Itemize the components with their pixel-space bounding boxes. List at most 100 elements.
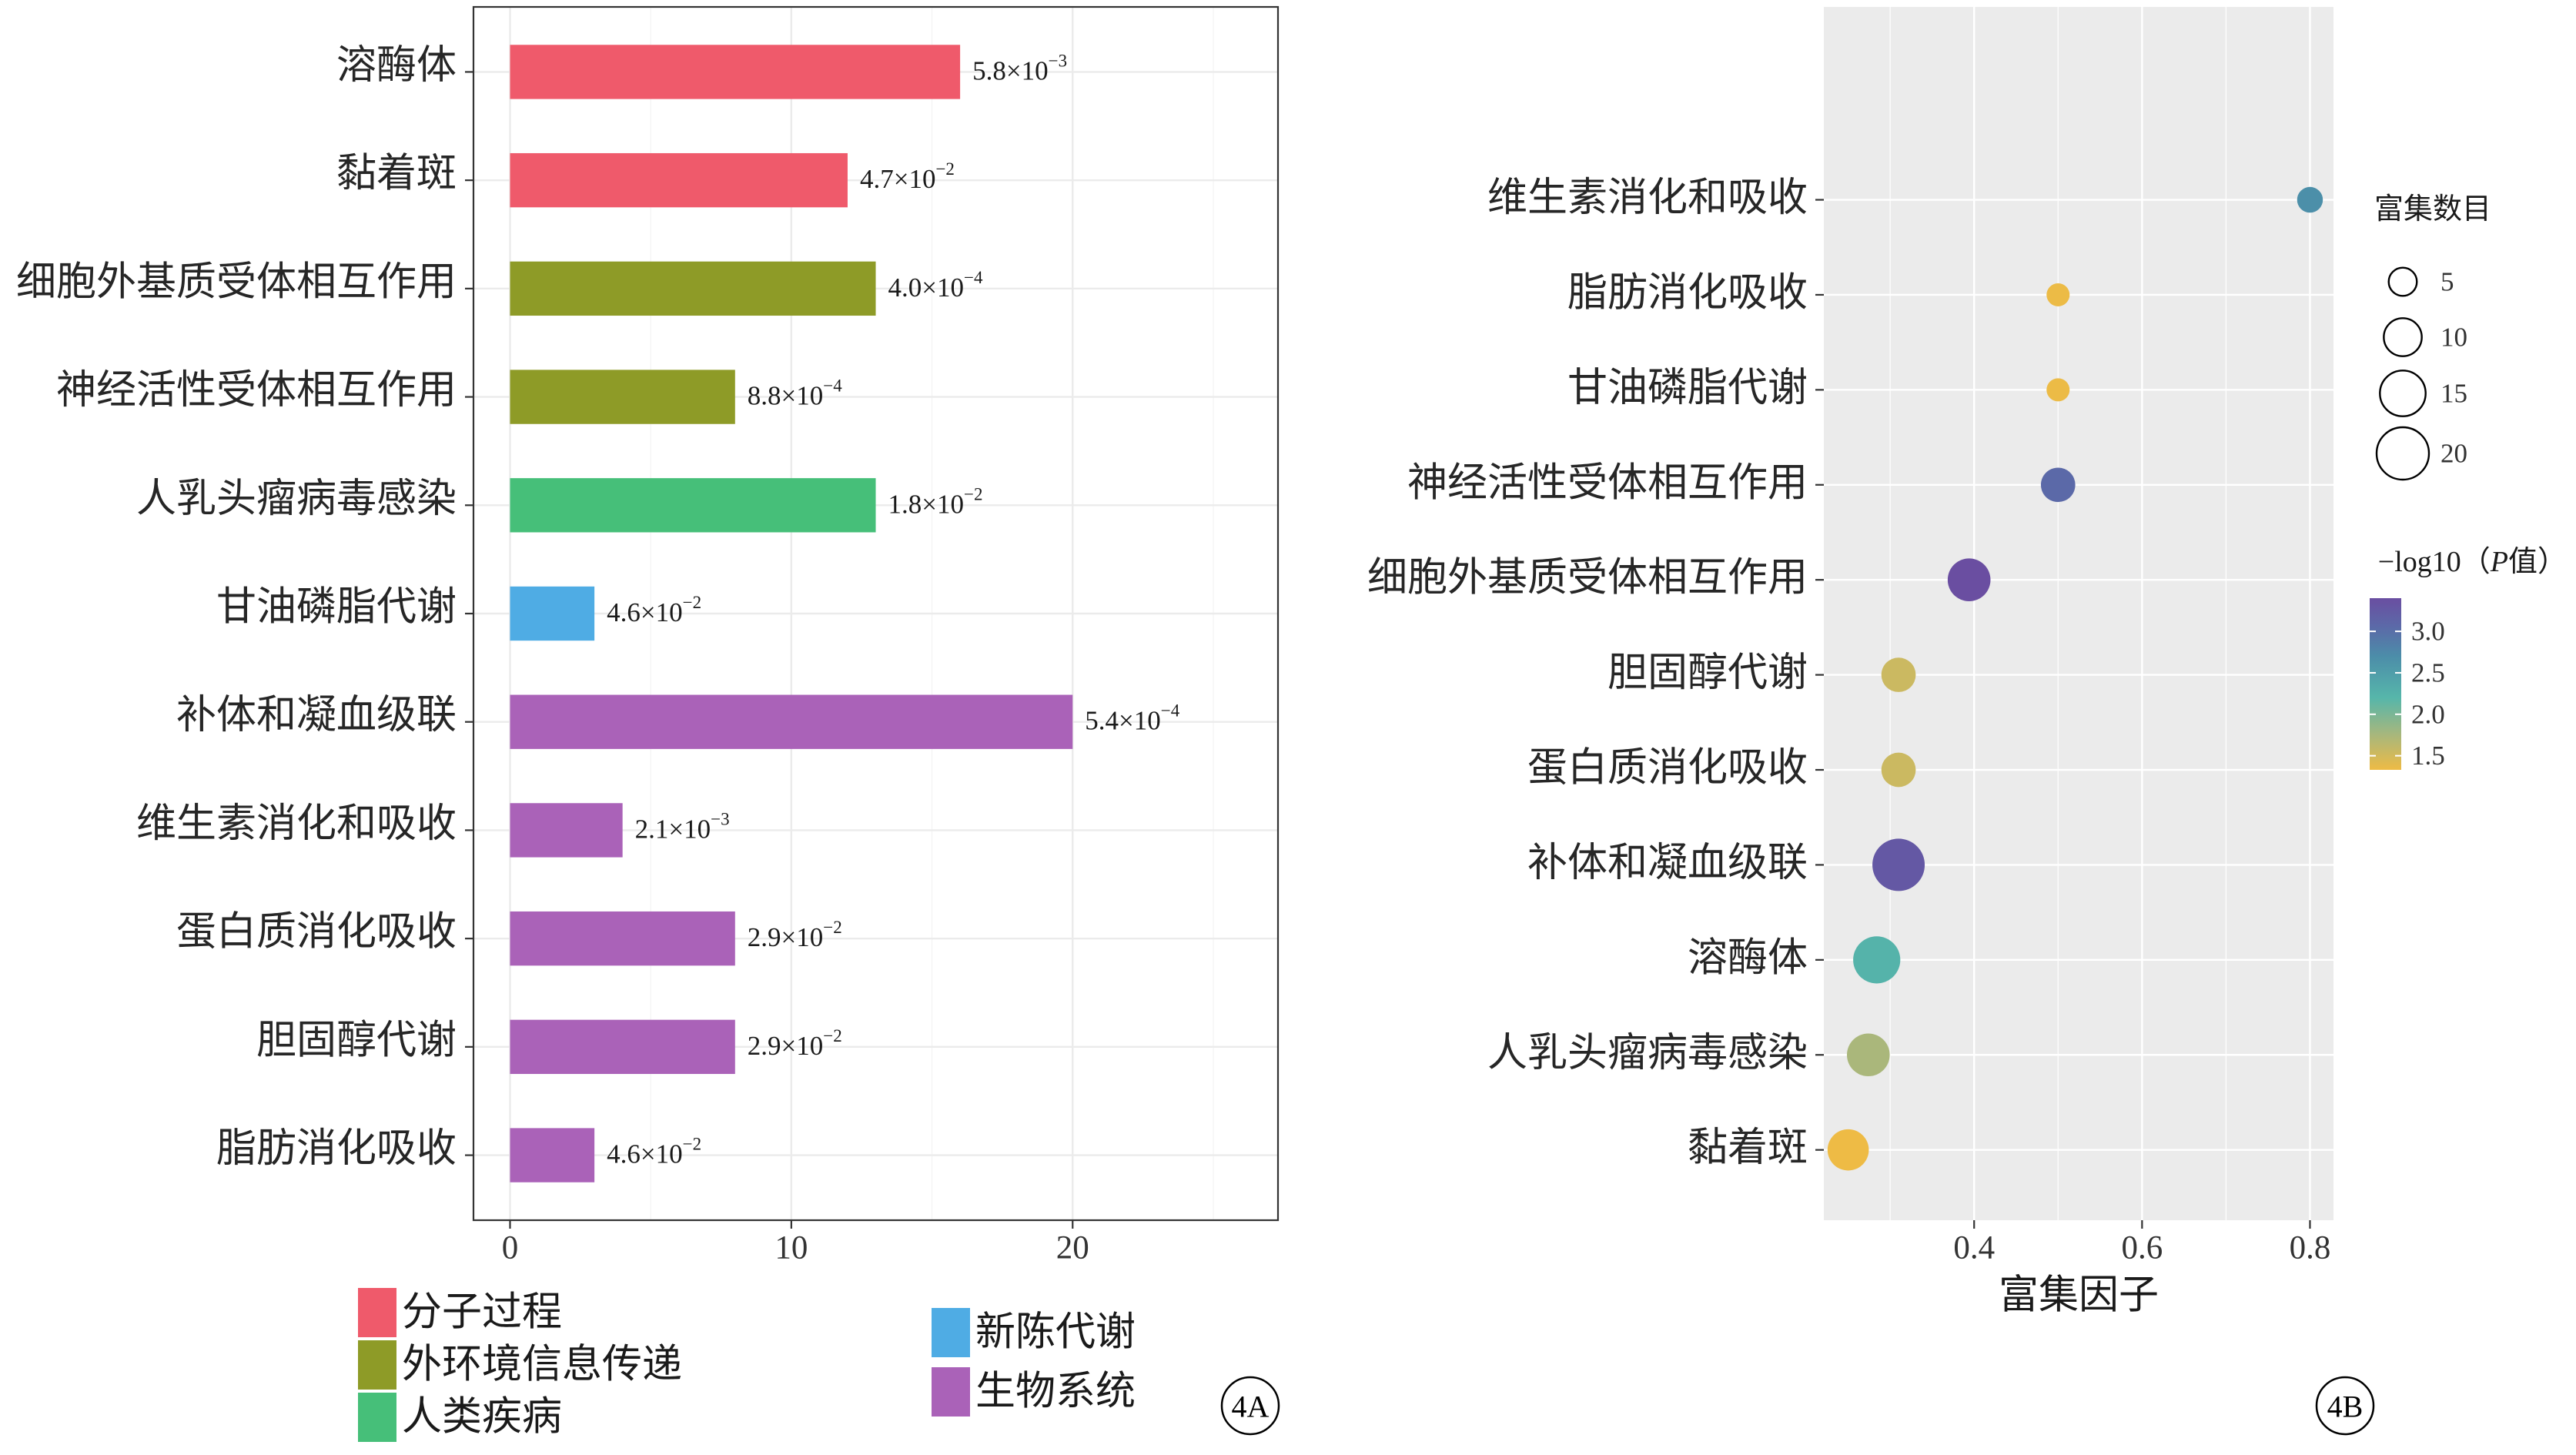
x-axis-title: 富集因子 — [1999, 1274, 2159, 1318]
value-label-8: 2.1×10−3 — [635, 809, 730, 844]
y-tick-label: 维生素消化和吸收 — [1487, 176, 1808, 220]
bar-1 — [510, 45, 961, 99]
colorbar — [2370, 598, 2401, 770]
y-tick-label: 脂肪消化吸收 — [216, 1127, 457, 1171]
value-label-9: 2.9×10−2 — [748, 918, 842, 952]
color-legend-title-prefix: −log10（ — [2378, 546, 2491, 578]
bar-7 — [510, 694, 1073, 749]
y-tick-label: 神经活性受体相互作用 — [56, 369, 457, 413]
color-legend-title-italic: P — [2490, 546, 2508, 578]
y-tick-label: 脂肪消化吸收 — [1567, 271, 1808, 315]
value-label-exponent: −2 — [823, 1025, 841, 1045]
size-legend-label-4: 20 — [2441, 439, 2467, 469]
size-legend-title: 富集数目 — [2374, 193, 2491, 226]
legend-swatch-5 — [932, 1367, 970, 1417]
value-label-exponent: −4 — [964, 267, 983, 286]
y-tick-label: 维生素消化和吸收 — [136, 802, 457, 846]
point-11 — [1827, 1129, 1869, 1171]
value-label-3: 4.0×10−4 — [888, 267, 983, 302]
legend-label-3: 人类疾病 — [402, 1396, 562, 1440]
bar-6 — [510, 586, 595, 641]
value-label-exponent: −2 — [935, 159, 954, 179]
color-legend: −log10（P值） 3.0 2.5 2.0 1.5 — [2370, 546, 2567, 771]
legend-swatch-2 — [358, 1340, 396, 1390]
x-tick-label: 0.4 — [1953, 1230, 1995, 1266]
point-6 — [1881, 657, 1916, 692]
panel-tag-text: 4A — [1232, 1390, 1270, 1424]
y-tick-label: 溶酶体 — [336, 44, 457, 88]
x-axis-4b: 0.4 0.6 0.8 — [1953, 1220, 2330, 1266]
chart-4b: 维生素消化和吸收脂肪消化吸收甘油磷脂代谢神经活性受体相互作用细胞外基质受体相互作… — [1367, 7, 2567, 1436]
value-label-exponent: −2 — [823, 918, 841, 937]
y-tick-label: 补体和凝血级联 — [176, 694, 457, 738]
colorbar-tick-label: 1.5 — [2411, 741, 2445, 771]
x-tick-label: 0.6 — [2121, 1230, 2163, 1266]
value-label-base: 4.6×10 — [607, 1139, 683, 1169]
y-tick-label: 甘油磷脂代谢 — [216, 586, 457, 630]
bar-9 — [510, 911, 735, 966]
value-label-4: 8.8×10−4 — [748, 376, 842, 410]
point-3 — [2046, 378, 2070, 402]
point-8 — [1872, 838, 1925, 891]
value-label-exponent: −3 — [711, 809, 729, 828]
y-tick-label: 神经活性受体相互作用 — [1407, 461, 1808, 505]
point-1 — [2297, 186, 2323, 213]
value-label-2: 4.7×10−2 — [860, 159, 955, 194]
chart-4a: 5.8×10−34.7×10−24.0×10−48.8×10−41.8×10−2… — [16, 5, 1280, 1442]
legend-label-2: 外环境信息传递 — [402, 1343, 682, 1387]
y-axis-4b: 维生素消化和吸收脂肪消化吸收甘油磷脂代谢神经活性受体相互作用细胞外基质受体相互作… — [1367, 176, 1824, 1170]
x-tick-label: 0 — [502, 1230, 519, 1266]
size-legend-label-3: 15 — [2441, 379, 2467, 409]
y-tick-label: 黏着斑 — [336, 152, 457, 196]
legend-label-5: 生物系统 — [975, 1370, 1136, 1414]
x-tick-label: 10 — [774, 1230, 808, 1266]
value-label-base: 4.0×10 — [888, 272, 965, 302]
value-label-10: 2.9×10−2 — [748, 1025, 842, 1060]
panel-tag-circle — [2315, 1376, 2375, 1436]
value-label-exponent: −3 — [1049, 51, 1067, 70]
y-tick-label: 蛋白质消化吸收 — [176, 911, 457, 955]
point-5 — [1947, 558, 1991, 601]
value-label-base: 2.9×10 — [748, 922, 823, 952]
value-label-base: 8.8×10 — [748, 380, 823, 410]
plot-panel-4b — [1824, 7, 2333, 1220]
panel-tag-4a: 4A — [1220, 1376, 1280, 1436]
size-legend-circle-4 — [2375, 426, 2430, 481]
colorbar-tick-label: 2.5 — [2411, 657, 2445, 687]
value-label-base: 4.6×10 — [607, 597, 683, 627]
point-7 — [1881, 752, 1916, 788]
value-label-11: 4.6×10−2 — [607, 1134, 701, 1169]
value-label-exponent: −4 — [1161, 701, 1180, 720]
color-legend-title: −log10（P值） — [2378, 546, 2567, 578]
y-tick-label: 蛋白质消化吸收 — [1527, 747, 1808, 791]
x-tick-label: 0.8 — [2290, 1230, 2331, 1266]
point-10 — [1847, 1033, 1890, 1077]
colorbar-tick-label: 2.0 — [2411, 699, 2445, 729]
value-label-base: 2.9×10 — [748, 1030, 823, 1060]
y-tick-label: 黏着斑 — [1688, 1126, 1808, 1170]
y-tick-label: 人乳头瘤病毒感染 — [136, 477, 457, 521]
y-tick-label: 补体和凝血级联 — [1527, 841, 1808, 885]
value-label-7: 5.4×10−4 — [1085, 701, 1179, 735]
bar-2 — [510, 152, 848, 208]
panel-tag-text: 4B — [2327, 1390, 2364, 1424]
value-label-exponent: −2 — [964, 484, 982, 503]
size-legend-circle-3 — [2379, 370, 2427, 417]
legend-swatch-4 — [932, 1308, 970, 1357]
colorbar-tick-label: 3.0 — [2411, 617, 2445, 647]
value-label-base: 1.8×10 — [888, 489, 965, 519]
bar-10 — [510, 1019, 735, 1075]
value-label-base: 5.8×10 — [972, 55, 1049, 85]
value-label-base: 5.4×10 — [1085, 705, 1161, 735]
legend-label-1: 分子过程 — [402, 1291, 562, 1335]
value-label-base: 4.7×10 — [860, 164, 936, 194]
color-legend-title-suffix: 值） — [2508, 546, 2567, 578]
bar-4 — [510, 370, 735, 424]
panel-tag-circle — [1220, 1376, 1280, 1436]
point-4 — [2040, 467, 2076, 503]
value-label-exponent: −4 — [823, 376, 842, 395]
point-2 — [2046, 283, 2070, 306]
y-tick-label: 人乳头瘤病毒感染 — [1487, 1032, 1808, 1075]
value-label-exponent: −2 — [683, 1134, 701, 1153]
